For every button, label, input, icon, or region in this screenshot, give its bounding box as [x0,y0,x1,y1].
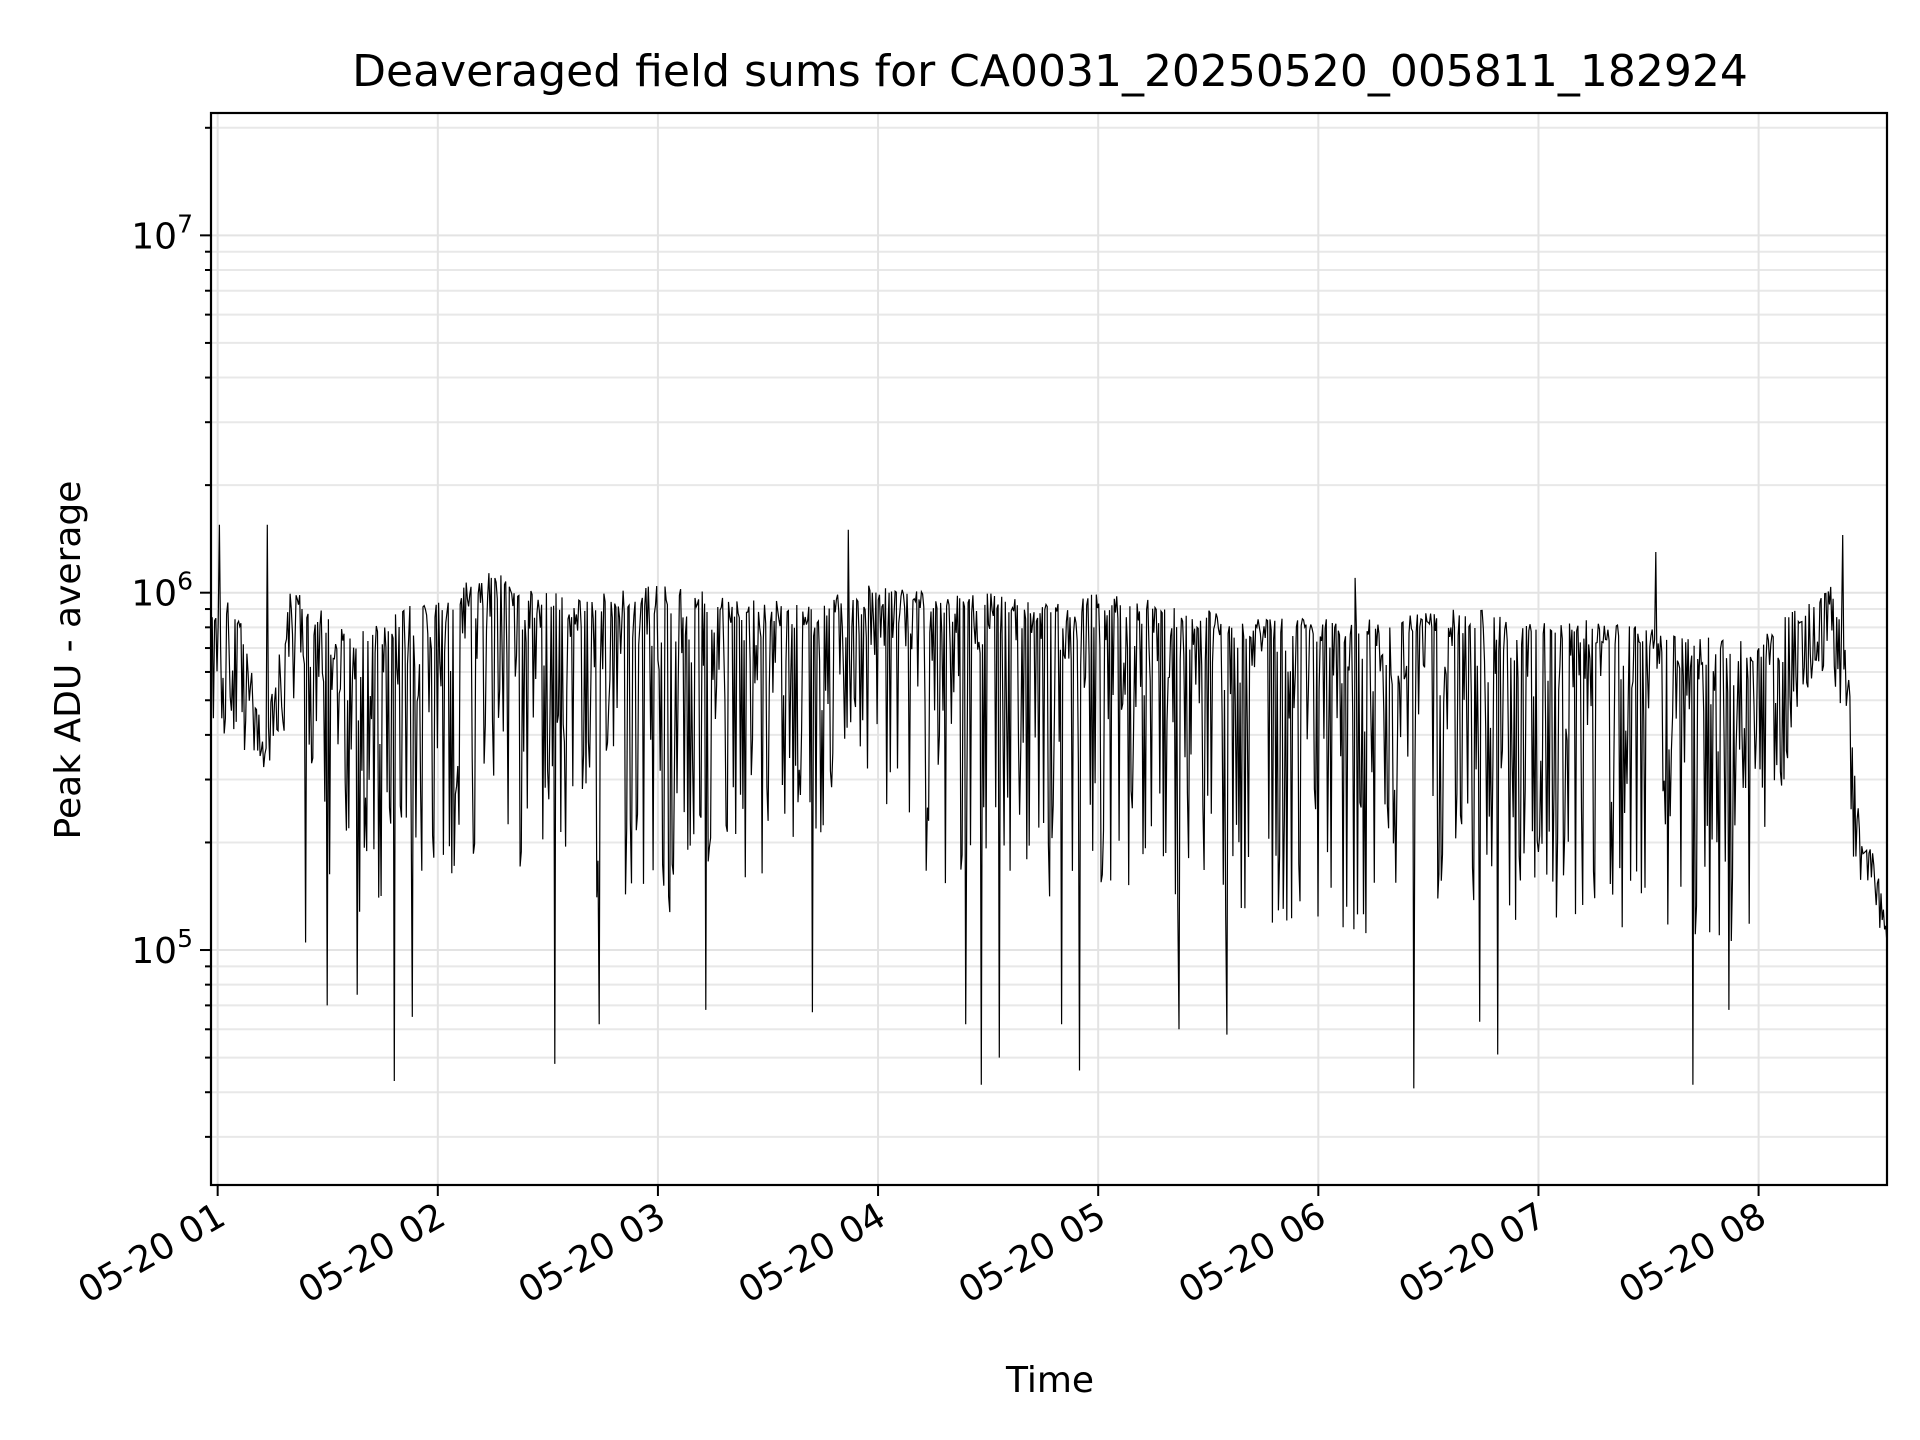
x-tick-label: 05-20 01 [71,1195,232,1311]
x-tick-label: 05-20 05 [952,1195,1113,1311]
x-tick-label: 05-20 02 [292,1195,453,1311]
y-axis-ticks: 105 106 107 [131,126,211,1138]
x-axis-ticks: 05-20 01 05-20 02 05-20 03 05-20 04 05-20 05… [71,1185,1773,1312]
x-tick-label: 05-20 07 [1392,1195,1553,1311]
x-tick-label: 05-20 08 [1612,1195,1773,1311]
x-tick-label: 05-20 04 [732,1195,893,1311]
y-tick-label: 107 [131,209,193,257]
y-tick-label: 106 [131,567,193,615]
y-tick-label: 105 [131,924,193,972]
x-tick-label: 05-20 03 [512,1195,673,1311]
grid [211,113,1887,1185]
series-line [210,524,1888,1089]
series-layer [210,524,1888,1089]
x-tick-label: 05-20 06 [1172,1195,1333,1311]
y-axis-label: Peak ADU - average [48,481,89,840]
x-axis-label: Time [1005,1360,1094,1401]
chart-title: Deaveraged field sums for CA0031_2025052… [352,46,1748,97]
